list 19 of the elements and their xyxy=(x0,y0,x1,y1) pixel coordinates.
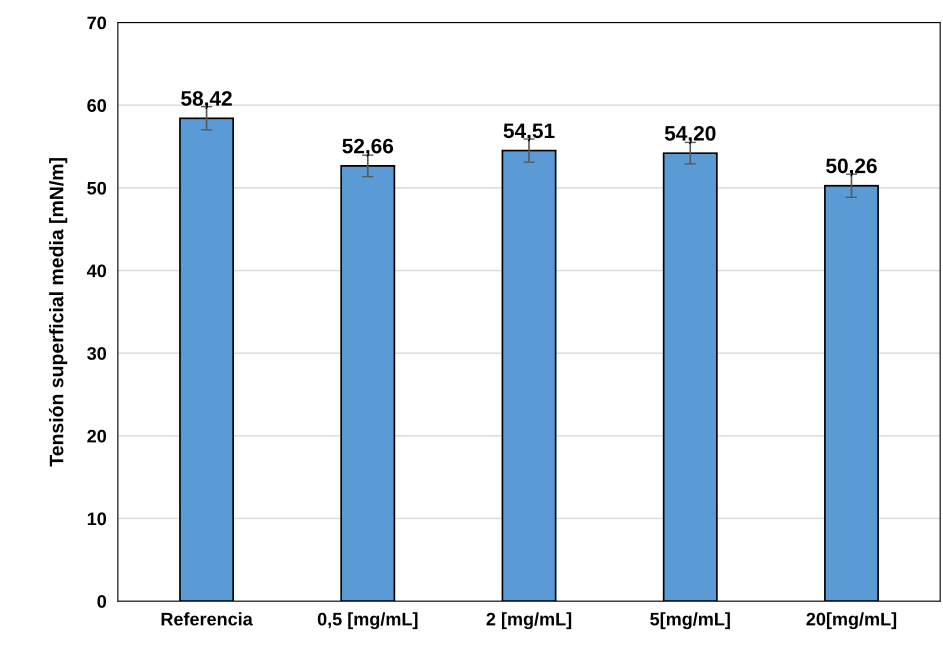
y-tick-label: 50 xyxy=(87,182,106,195)
y-tick-label: 30 xyxy=(87,347,106,360)
data-label: 52,66 xyxy=(342,138,394,156)
y-tick-label: 0 xyxy=(97,595,106,608)
y-tick-label: 20 xyxy=(87,430,106,443)
x-tick-label: Referencia xyxy=(162,612,253,626)
y-tick-label: 10 xyxy=(88,512,106,526)
y-tick-label: 40 xyxy=(86,264,106,278)
data-label: 58,42 xyxy=(181,91,232,109)
data-label: 54,20 xyxy=(664,126,716,144)
x-tick-label: 20[mg/mL] xyxy=(806,612,896,630)
y-tick-label: 70 xyxy=(87,16,106,30)
data-label: 50,26 xyxy=(826,158,877,176)
data-label: 54,51 xyxy=(504,124,555,142)
y-axis-title: Tensión superficial media [mN/m] xyxy=(48,158,68,466)
x-tick-label: 2 [mg/mL] xyxy=(486,612,572,630)
y-tick-label: 60 xyxy=(87,99,106,112)
x-tick-label: 0,5 [mg/mL] xyxy=(318,612,418,630)
x-tick-label: 5[mg/mL] xyxy=(650,612,730,630)
